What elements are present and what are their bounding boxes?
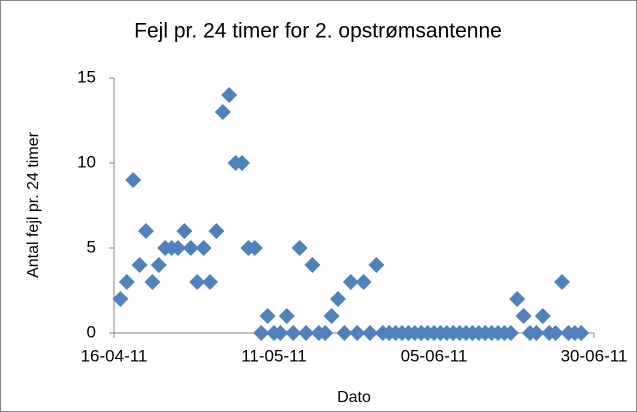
point (176, 223, 193, 239)
point (221, 87, 238, 103)
point (189, 274, 206, 290)
point (298, 325, 314, 341)
point (515, 308, 532, 324)
point (272, 325, 289, 341)
point (355, 274, 372, 290)
point (125, 172, 142, 188)
point (234, 155, 250, 171)
point (528, 325, 545, 341)
point (150, 257, 167, 273)
point (323, 308, 340, 324)
point (336, 325, 353, 341)
point (342, 274, 359, 290)
x-tick-label: 16-04-11 (81, 346, 148, 365)
x-tick-label: 30-06-11 (561, 346, 628, 365)
point (573, 325, 590, 341)
point (131, 257, 148, 273)
point (278, 308, 295, 324)
x-axis-label: Dato (337, 389, 371, 406)
point (291, 240, 308, 256)
point (547, 325, 564, 341)
point (253, 325, 270, 341)
point (195, 240, 212, 256)
point (317, 325, 334, 341)
x-tick-label: 11-05-11 (241, 346, 307, 365)
point (368, 257, 385, 273)
y-tick-label: 10 (77, 152, 96, 171)
y-tick-label: 0 (87, 322, 96, 341)
point (182, 240, 199, 256)
point (502, 325, 519, 341)
point (246, 240, 263, 256)
point (259, 308, 276, 324)
point (170, 240, 186, 256)
point (362, 325, 378, 341)
y-tick-label: 5 (87, 237, 96, 256)
y-tick-label: 15 (77, 67, 96, 86)
x-tick-label: 05-06-11 (401, 346, 468, 365)
point (118, 274, 135, 290)
point (112, 291, 129, 307)
y-axis-label: Antal fejl pr. 24 timer (25, 131, 42, 278)
point (214, 104, 231, 120)
chart-title: Fejl pr. 24 timer for 2. opstrømsantenne (134, 20, 502, 43)
point (554, 274, 570, 290)
point (208, 223, 225, 239)
point (349, 325, 366, 341)
point (534, 308, 551, 324)
point (330, 291, 346, 307)
point (144, 274, 161, 290)
point (509, 291, 526, 307)
point (285, 325, 302, 341)
point (138, 223, 154, 239)
point (202, 274, 218, 290)
point (304, 257, 321, 273)
